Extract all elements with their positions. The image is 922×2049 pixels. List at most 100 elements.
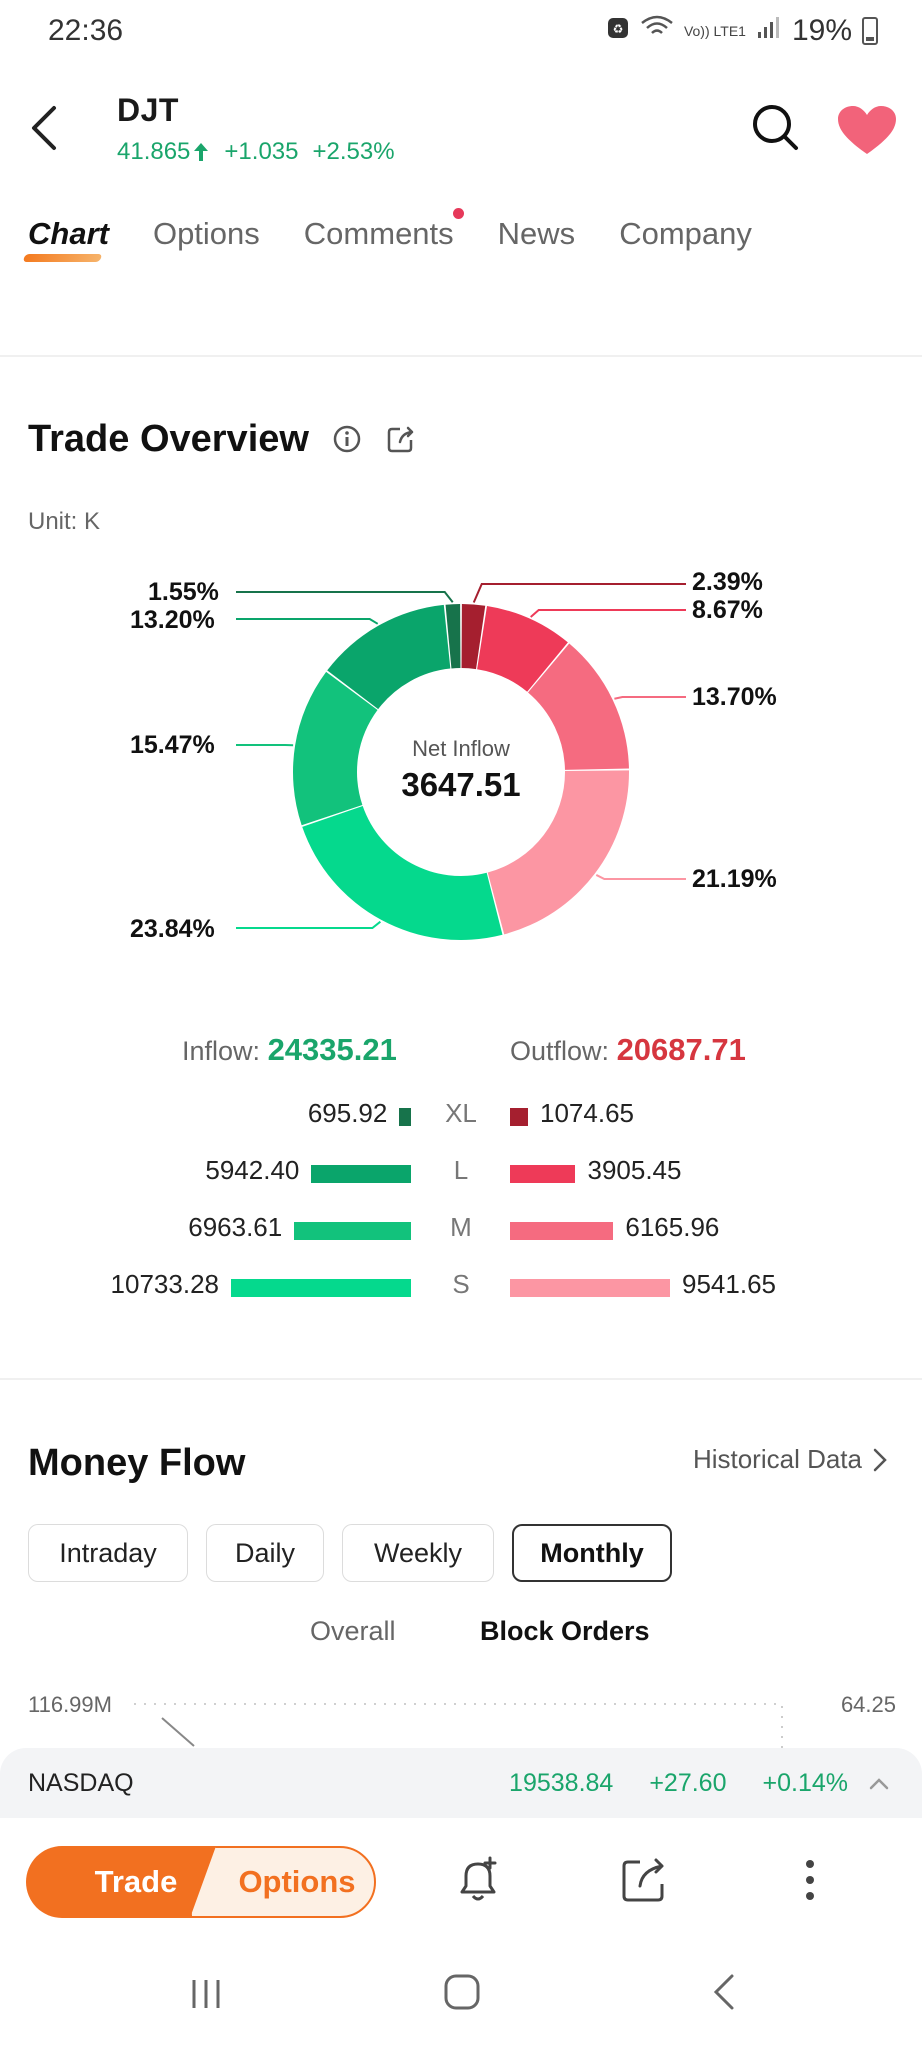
period-tabs: Intraday Daily Weekly Monthly	[28, 1524, 672, 1582]
share-button[interactable]	[616, 1852, 672, 1908]
nav-back-button[interactable]	[704, 1972, 744, 2017]
outflow-bar	[510, 1279, 671, 1297]
inflow-bar-value: 6963.61	[188, 1212, 283, 1242]
price-change: +1.035	[224, 138, 299, 165]
trade-overview-title: Trade Overview	[28, 418, 309, 460]
leader-line	[236, 920, 381, 929]
period-intraday[interactable]: Intraday	[28, 1524, 188, 1582]
size-label: L	[453, 1155, 469, 1185]
money-flow-chart-preview	[134, 1703, 783, 1750]
system-nav-bar	[0, 1944, 922, 2049]
axis-right-label: 64.25	[840, 1692, 896, 1717]
period-weekly[interactable]: Weekly	[342, 1524, 494, 1582]
add-alert-button[interactable]	[450, 1852, 506, 1908]
historical-data-label: Historical Data	[692, 1444, 862, 1474]
flow-bar-row: 10733.28 S 9541.65	[0, 1267, 922, 1307]
index-change-pct: +0.14%	[762, 1768, 849, 1797]
share-overview-button[interactable]	[386, 424, 416, 459]
index-change: +27.60	[649, 1768, 727, 1797]
net-inflow-value: 3647.51	[401, 766, 521, 803]
tab-comments-label: Comments	[303, 216, 454, 251]
leader-line	[614, 696, 686, 700]
home-button[interactable]	[442, 1972, 482, 2017]
tab-chart[interactable]: Chart	[28, 216, 109, 251]
recent-apps-button[interactable]	[186, 1974, 226, 2019]
index-values: 19538.84 +27.60 +0.14%	[509, 1769, 848, 1798]
period-daily[interactable]: Daily	[206, 1524, 324, 1582]
signal-icon	[756, 14, 782, 48]
heart-icon	[838, 106, 896, 154]
info-button[interactable]	[332, 424, 362, 459]
donut-slice	[327, 604, 451, 710]
slice-label-m-out: 13.70%	[692, 683, 777, 711]
notification-dot	[452, 208, 464, 219]
search-button[interactable]	[750, 102, 802, 154]
subtab-overall[interactable]: Overall	[310, 1616, 396, 1646]
net-inflow-label: Net Inflow	[412, 736, 510, 761]
outflow-total: Outflow: 20687.71	[510, 1032, 746, 1068]
inflow-bar-value: 695.92	[307, 1098, 388, 1128]
donut-slice	[477, 606, 568, 692]
unit-label: Unit: K	[28, 508, 101, 535]
donut-slice	[302, 805, 503, 940]
inflow-value: 24335.21	[267, 1032, 397, 1067]
outflow-value: 20687.71	[616, 1032, 746, 1067]
outflow-bar-value: 9541.65	[682, 1269, 776, 1299]
outflow-bar	[510, 1222, 614, 1240]
watchlist-button[interactable]	[836, 104, 898, 158]
outflow-bar-value: 6165.96	[625, 1212, 720, 1242]
flow-bar-row: 695.92 XL 1074.65	[0, 1096, 922, 1136]
more-button[interactable]	[782, 1852, 838, 1908]
inflow-bar	[231, 1279, 411, 1297]
donut-slice	[293, 671, 378, 826]
donut-chart	[236, 583, 686, 940]
index-name: NASDAQ	[28, 1768, 134, 1797]
status-time: 22:36	[48, 14, 124, 47]
money-flow-title: Money Flow	[28, 1442, 246, 1484]
inflow-bar	[399, 1108, 411, 1126]
slice-label-l-out: 8.67%	[692, 596, 763, 624]
chevron-up-icon[interactable]	[868, 1769, 890, 1798]
divider	[0, 1378, 922, 1380]
tab-news[interactable]: News	[497, 216, 576, 251]
outflow-bar	[510, 1165, 576, 1183]
leader-line	[472, 583, 686, 603]
leader-line	[530, 609, 686, 618]
share-icon	[622, 1858, 664, 1902]
wifi-icon	[640, 14, 674, 48]
inflow-bar-value: 5942.40	[205, 1155, 300, 1185]
share-icon	[387, 426, 414, 453]
index-value: 19538.84	[509, 1768, 614, 1797]
options-button[interactable]: Options	[190, 1846, 376, 1918]
donut-slice	[461, 604, 486, 670]
inflow-bar-value: 10733.28	[110, 1269, 219, 1299]
battery-percent: 19%	[791, 14, 852, 47]
inflow-bar	[311, 1165, 411, 1183]
index-ticker-bar[interactable]: NASDAQ 19538.84 +27.60 +0.14%	[0, 1748, 922, 1818]
tab-comments[interactable]: Comments	[303, 208, 464, 252]
quote-line: 41.865 +1.035 +2.53%	[117, 138, 395, 166]
tab-options[interactable]: Options	[152, 216, 260, 251]
svg-text:♻: ♻	[613, 22, 624, 36]
slice-label-l-in: 13.20%	[130, 606, 215, 634]
more-icon	[806, 1860, 814, 1900]
back-button[interactable]	[26, 100, 76, 156]
divider	[0, 355, 922, 357]
ticker-symbol: DJT	[117, 92, 179, 128]
period-monthly[interactable]: Monthly	[512, 1524, 672, 1582]
status-bar-right: ♻ Vo)) LTE1 19%	[606, 14, 878, 48]
recent-apps-icon	[192, 1980, 220, 2008]
historical-data-link[interactable]: Historical Data	[693, 1444, 888, 1475]
donut-slice	[528, 643, 629, 770]
tab-company[interactable]: Company	[619, 216, 752, 251]
outflow-bar-value: 1074.65	[540, 1098, 634, 1128]
inflow-bar	[294, 1222, 411, 1240]
inflow-total: Inflow: 24335.21	[182, 1032, 397, 1068]
donut-slice	[487, 770, 629, 935]
recycle-icon: ♻	[606, 14, 630, 48]
home-icon	[444, 1974, 480, 2010]
search-icon	[753, 105, 798, 150]
size-label: S	[452, 1269, 470, 1299]
subtab-block-orders[interactable]: Block Orders	[480, 1616, 650, 1646]
info-icon	[333, 425, 361, 453]
